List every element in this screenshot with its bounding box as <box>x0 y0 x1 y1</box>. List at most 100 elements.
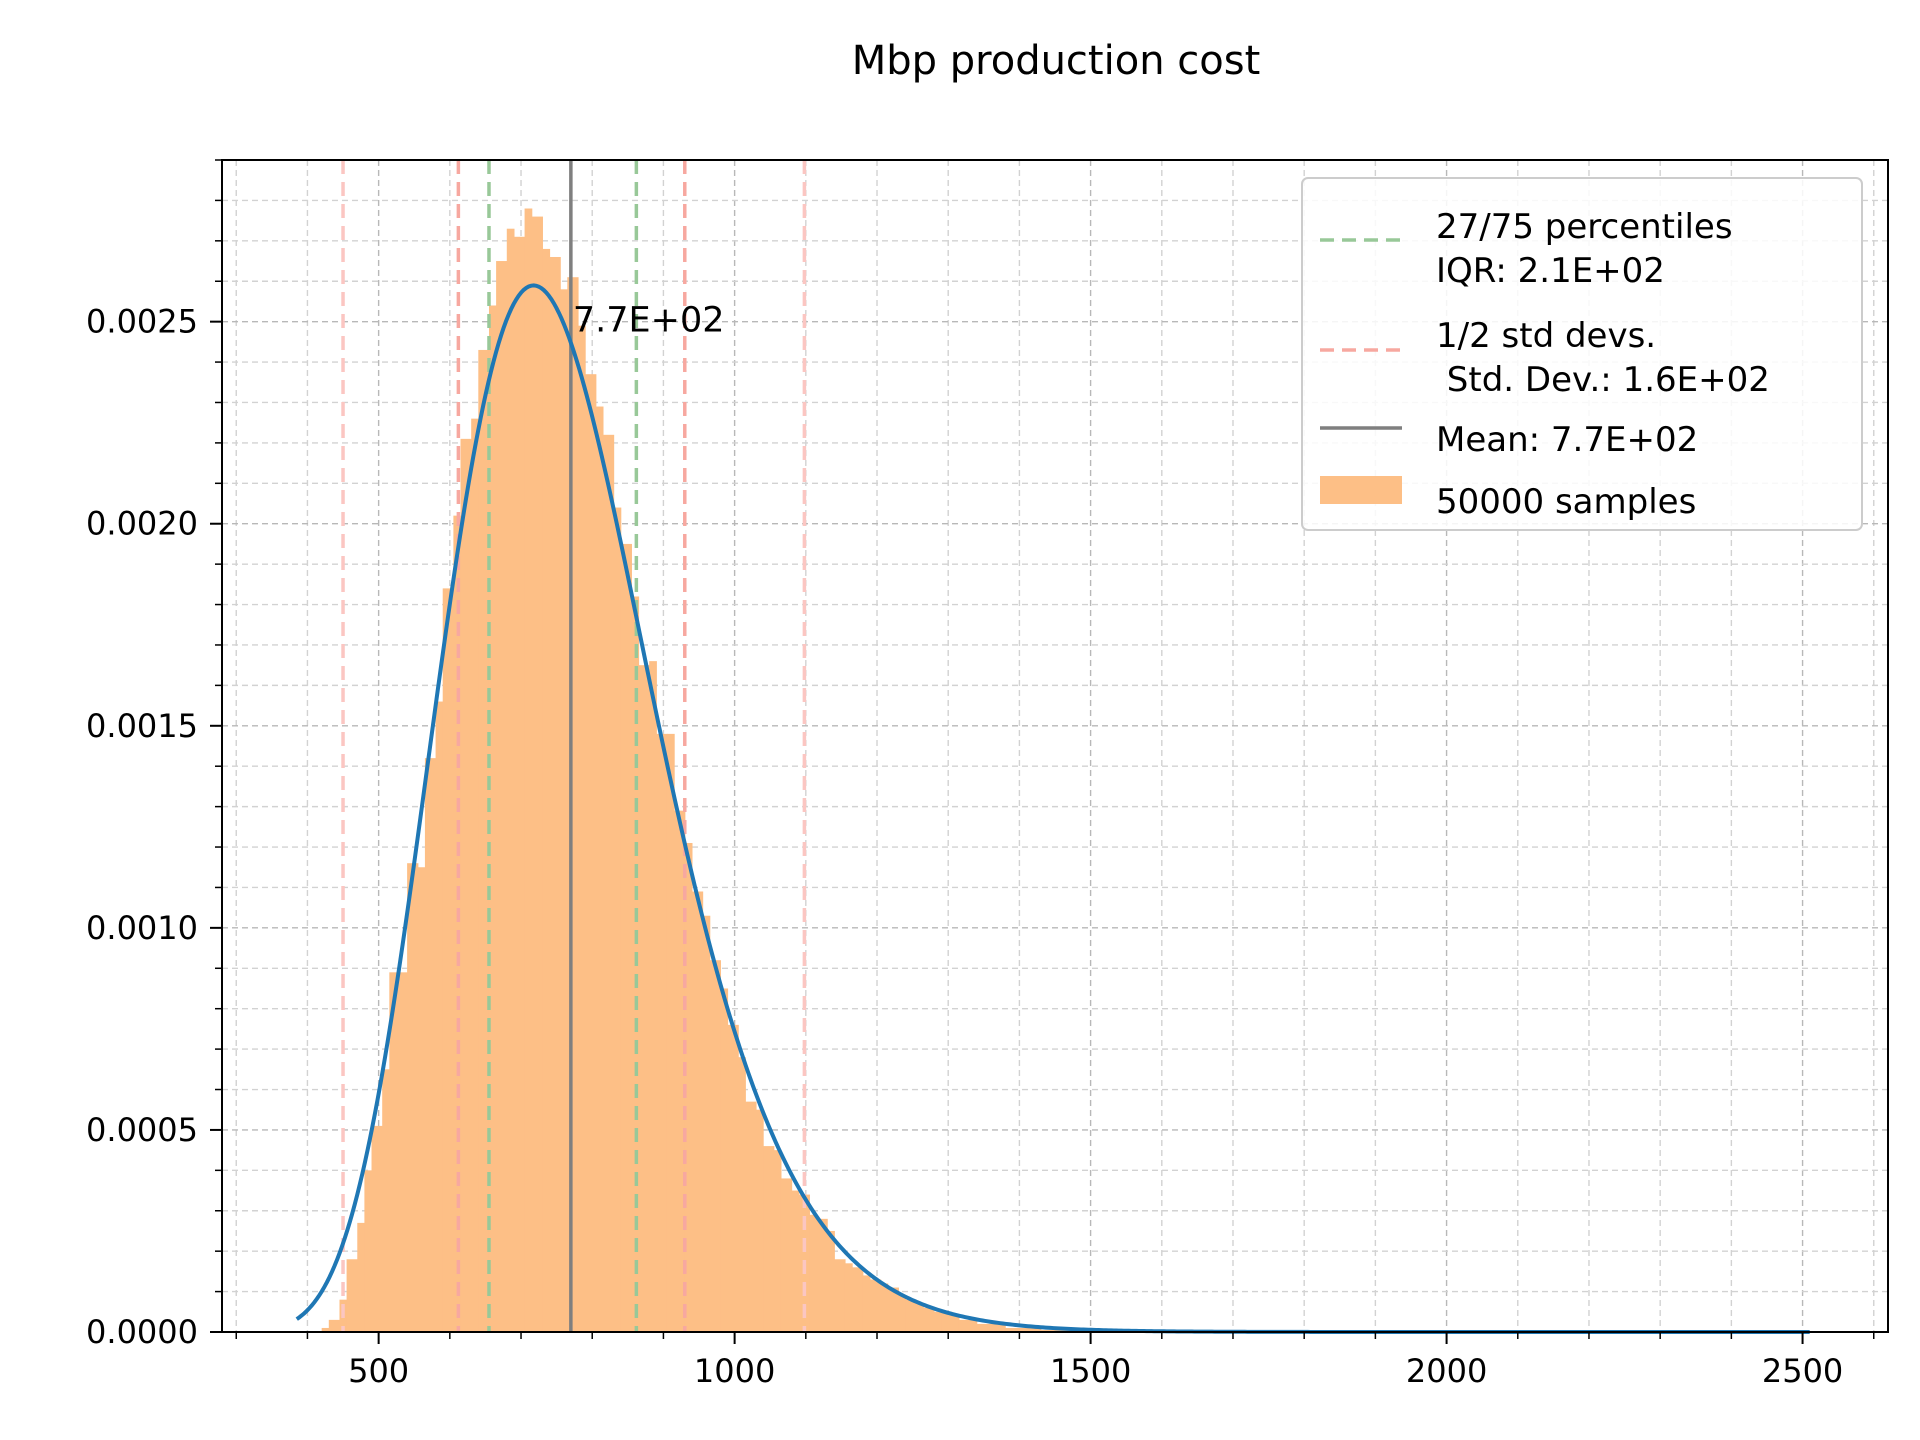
histogram-bar <box>435 701 444 1332</box>
histogram-bar <box>389 972 401 1332</box>
x-tick-label: 1500 <box>1050 1352 1131 1390</box>
histogram-bar <box>1058 1329 1077 1332</box>
histogram-bar <box>638 665 650 1332</box>
x-tick-label: 500 <box>348 1352 409 1390</box>
histogram-bar <box>666 733 675 1332</box>
x-tick-label: 2500 <box>1762 1352 1843 1390</box>
histogram-bar <box>862 1275 871 1332</box>
mean-annotation: 7.7E+02 <box>573 301 725 341</box>
histogram-bar <box>691 891 704 1332</box>
histogram-bar <box>488 305 497 1333</box>
histogram-bar <box>613 507 622 1333</box>
histogram-bar <box>399 972 408 1332</box>
histogram-bar <box>834 1259 846 1332</box>
histogram-bar <box>763 1146 775 1332</box>
histogram-bar <box>595 406 604 1332</box>
histogram-bar <box>496 261 508 1333</box>
histogram-bar <box>745 1101 757 1332</box>
histogram-bar <box>958 1319 971 1332</box>
histogram-bar <box>773 1150 782 1332</box>
histogram-bar <box>976 1323 988 1332</box>
y-tick-label: 0.0005 <box>86 1111 198 1149</box>
histogram-bar <box>1030 1327 1042 1332</box>
histogram-bar <box>684 842 693 1332</box>
legend-box <box>1301 177 1863 531</box>
histogram-bar <box>321 1327 330 1332</box>
legend-sub-label: IQR: 2.1E+02 <box>1436 251 1665 291</box>
histogram-bar <box>887 1287 899 1332</box>
histogram-bar <box>531 216 543 1332</box>
histogram-bar <box>577 325 586 1333</box>
histogram-bar <box>816 1218 828 1332</box>
y-tick-label: 0.0015 <box>86 707 198 745</box>
histogram-bar <box>994 1323 1006 1332</box>
histogram-bar <box>933 1311 942 1332</box>
histogram-bar <box>442 588 454 1332</box>
histogram-bar <box>702 915 711 1332</box>
histogram-bar <box>1040 1329 1060 1332</box>
histogram-bar <box>567 277 579 1333</box>
histogram-bar <box>720 988 729 1332</box>
legend-label: 27/75 percentiles <box>1436 207 1733 247</box>
histogram-bar <box>941 1311 953 1332</box>
histogram-bar <box>542 248 551 1332</box>
histogram-bar <box>674 810 686 1332</box>
histogram-bar <box>951 1315 960 1332</box>
histogram-bar <box>755 1109 764 1332</box>
legend-label: Mean: 7.7E+02 <box>1436 420 1698 460</box>
legend-sub-label: Std. Dev.: 1.6E+02 <box>1436 360 1770 400</box>
histogram-bar <box>780 1178 793 1332</box>
x-tick-label: 1000 <box>694 1352 775 1390</box>
histogram-bar <box>905 1299 917 1332</box>
histogram-bar <box>709 960 721 1332</box>
histogram-bar <box>585 374 597 1332</box>
histogram-bar <box>560 289 568 1333</box>
y-tick-label: 0.0025 <box>86 303 198 341</box>
histogram-bar <box>1012 1327 1024 1332</box>
y-tick-label: 0.0020 <box>86 505 198 543</box>
histogram-bar <box>656 733 668 1332</box>
histogram-bar <box>357 1222 365 1332</box>
axes: 500 1000 1500 2000 2500 0.0000 0.0005 0.0010 0.0… <box>86 159 1889 1390</box>
histogram-bar <box>471 418 479 1332</box>
histogram-bar <box>969 1319 978 1332</box>
histogram-bar <box>923 1307 935 1332</box>
histogram-bar <box>371 1125 383 1332</box>
histogram-bar <box>513 236 526 1332</box>
histogram-bar <box>549 256 561 1332</box>
histogram-bar <box>916 1303 924 1332</box>
plot-frame <box>221 159 1889 1333</box>
histogram-bar <box>738 1057 746 1332</box>
histogram-bar <box>382 1069 390 1332</box>
histogram-bar <box>620 543 632 1332</box>
reference-lines <box>341 160 807 1332</box>
histogram-bar <box>524 208 533 1332</box>
histogram-bar <box>809 1214 818 1332</box>
histogram-bar <box>602 434 615 1332</box>
histogram-bar <box>460 438 472 1332</box>
histogram-bar <box>417 867 426 1332</box>
histogram-bar <box>869 1279 882 1332</box>
histogram-bar <box>478 349 490 1332</box>
histogram-bar <box>453 515 462 1332</box>
histogram-bar <box>1022 1327 1031 1332</box>
x-tick-label: 2000 <box>1406 1352 1487 1390</box>
histogram-bar <box>987 1323 996 1332</box>
histogram-bar <box>844 1263 853 1332</box>
y-tick-label: 0.0000 <box>86 1313 198 1351</box>
histogram-bar <box>898 1295 907 1332</box>
histogram-bar <box>424 758 437 1332</box>
histogram-bar <box>727 1024 739 1332</box>
histogram-bar <box>346 1259 358 1332</box>
legend-patch-handle <box>1320 476 1402 504</box>
legend-label: 50000 samples <box>1436 482 1696 522</box>
histogram-bar <box>791 1190 800 1332</box>
y-tick-label: 0.0010 <box>86 909 198 947</box>
histogram-bars <box>321 208 1099 1333</box>
histogram-bar <box>407 863 419 1332</box>
histogram-bar <box>506 228 515 1332</box>
legend-label: 1/2 std devs. <box>1436 316 1656 356</box>
histogram-bar <box>364 1170 373 1332</box>
